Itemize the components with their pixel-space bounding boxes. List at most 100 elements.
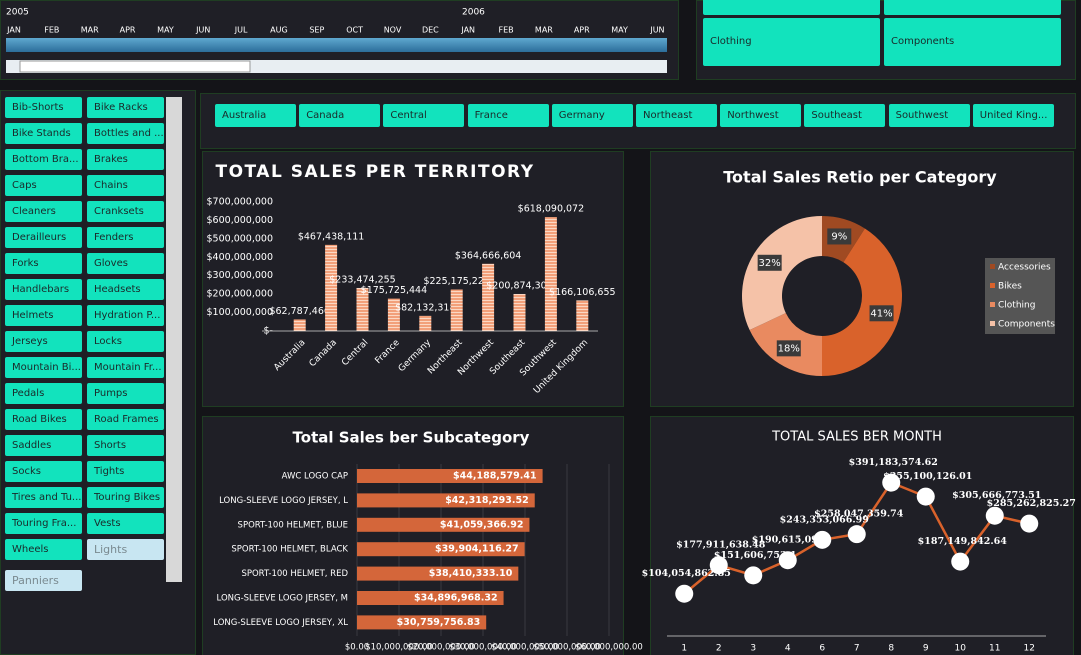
slicer-button[interactable]: Panniers	[5, 570, 82, 591]
year-label: 2005	[6, 8, 29, 18]
x-tick-label: 8	[888, 644, 894, 654]
slicer-button[interactable]: Tights	[87, 461, 164, 482]
legend-swatch	[990, 283, 995, 288]
slicer-button[interactable]: Components	[884, 18, 1061, 66]
value-label: 41%	[870, 308, 892, 319]
slicer-button[interactable]: Road Bikes	[5, 409, 82, 430]
year-label: 2006	[462, 8, 485, 18]
bar	[387, 298, 400, 331]
timeline-thumb[interactable]	[19, 60, 251, 73]
slicer-button[interactable]: Touring Bikes	[87, 487, 164, 508]
month-label: NOV	[384, 26, 402, 35]
slicer-button[interactable]: Caps	[5, 175, 82, 196]
slicer-button[interactable]: Vests	[87, 513, 164, 534]
month-label: JAN	[460, 26, 475, 35]
slicer-button[interactable]: Mountain Fr...	[87, 357, 164, 378]
chart-title: Total Sales Retio per Category	[723, 168, 997, 187]
value-label: $187,149,842.64	[918, 536, 1008, 547]
slicer-button[interactable]: Bottom Bra...	[5, 149, 82, 170]
slicer-button[interactable]: Mountain Bi...	[5, 357, 82, 378]
slicer-button[interactable]: United King...	[972, 104, 1054, 127]
x-tick-label: 2	[716, 644, 722, 654]
y-tick-label: $100,000,000	[207, 307, 273, 318]
slicer-button[interactable]: Jerseys	[5, 331, 82, 352]
slicer-button[interactable]: Southwest	[888, 104, 970, 127]
y-tick-label: $200,000,000	[207, 289, 273, 300]
legend-label: Bikes	[998, 282, 1022, 292]
slicer-button[interactable]: Bib-Shorts	[5, 97, 82, 118]
slicer-button[interactable]: Central	[383, 104, 465, 127]
value-label: $42,318,293.52	[445, 495, 529, 506]
x-tick-label: 6	[819, 644, 825, 654]
slicer-button[interactable]: Forks	[5, 253, 82, 274]
value-label: 32%	[759, 258, 781, 269]
slicer-button[interactable]: Road Frames	[87, 409, 164, 430]
slicer-button[interactable]: Northeast	[636, 104, 717, 127]
slicer-button[interactable]: Bottles and ...	[87, 123, 164, 144]
slicer-button[interactable]: Shorts	[87, 435, 164, 456]
chart-title: TOTAL SALES BER MONTH	[771, 430, 942, 445]
slicer-button[interactable]: Cleaners	[5, 201, 82, 222]
bar	[357, 591, 504, 605]
slicer-button[interactable]: Gloves	[87, 253, 164, 274]
value-label: $200,874,309	[486, 280, 552, 291]
bar	[576, 300, 589, 331]
slicer-button[interactable]: Headsets	[87, 279, 164, 300]
slicer-button[interactable]: Lights	[87, 539, 164, 560]
slicer-button[interactable]: Canada	[299, 104, 381, 127]
value-label: $233,474,255	[329, 274, 395, 285]
bar	[356, 287, 369, 331]
y-tick-label: LONG-SLEEVE LOGO JERSEY, L	[219, 496, 348, 506]
slicer-button[interactable]: Clothing	[703, 18, 880, 66]
month-label: JUL	[234, 26, 248, 35]
slicer-button[interactable]: Cranksets	[87, 201, 164, 222]
slicer-button[interactable]: Pumps	[87, 383, 164, 404]
bar	[357, 517, 530, 532]
value-label: $82,132,318	[395, 302, 455, 313]
value-label: $34,896,968.32	[414, 593, 498, 604]
slicer-button[interactable]: Northwest	[720, 104, 802, 127]
slicer-button[interactable]: Helmets	[5, 305, 82, 326]
legend-label: Accessories	[998, 263, 1051, 273]
y-tick-label: $300,000,000	[207, 270, 273, 281]
slicer-button[interactable]: Bike Stands	[5, 123, 82, 144]
legend-swatch	[990, 302, 995, 307]
slicer-button[interactable]: Socks	[5, 461, 82, 482]
value-label: $104,054,862.85	[642, 568, 731, 579]
x-tick-label: 10	[955, 644, 967, 654]
slicer-button[interactable]	[884, 0, 1061, 15]
slicer-button[interactable]: Handlebars	[5, 279, 82, 300]
slicer-button[interactable]: Tires and Tu...	[5, 487, 82, 508]
timeline-bar[interactable]	[6, 38, 667, 52]
slicer-button[interactable]	[703, 0, 880, 15]
slicer-button[interactable]: Fenders	[87, 227, 164, 248]
point	[916, 487, 935, 506]
slicer-button[interactable]: Southeast	[804, 104, 886, 127]
x-tick-label: France	[374, 337, 403, 366]
slicer-button[interactable]: Australia	[215, 104, 296, 127]
bar	[513, 293, 526, 331]
slicer-button[interactable]: Locks	[87, 331, 164, 352]
slicer-button[interactable]: Chains	[87, 175, 164, 196]
slicer-button[interactable]: Wheels	[5, 539, 82, 560]
scrollbar[interactable]	[166, 97, 182, 582]
y-tick-label: SPORT-100 HELMET, BLACK	[231, 545, 348, 555]
slicer-button[interactable]: Germany	[551, 104, 633, 127]
slicer-button[interactable]: Derailleurs	[5, 227, 82, 248]
point	[744, 566, 763, 585]
x-tick-label: Canada	[308, 338, 339, 369]
slicer-button[interactable]: Saddles	[5, 435, 82, 456]
slicer-button[interactable]: Pedals	[5, 383, 82, 404]
chart-title: TOTAL SALES PER TERRITORY	[215, 162, 534, 182]
x-tick-label: $30,000,000.00	[449, 643, 517, 653]
slicer-button[interactable]: Touring Fra...	[5, 513, 82, 534]
slicer-button[interactable]: Bike Racks	[87, 97, 164, 118]
value-label: $44,188,579.41	[453, 471, 537, 482]
month-label: JUN	[649, 26, 664, 35]
slicer-button[interactable]: France	[467, 104, 549, 127]
value-label: $305,666,773.51	[952, 490, 1041, 501]
value-label: $175,725,444	[361, 285, 427, 296]
slicer-button[interactable]: Brakes	[87, 149, 164, 170]
month-label: MAR	[81, 26, 99, 35]
slicer-button[interactable]: Hydration P...	[87, 305, 164, 326]
